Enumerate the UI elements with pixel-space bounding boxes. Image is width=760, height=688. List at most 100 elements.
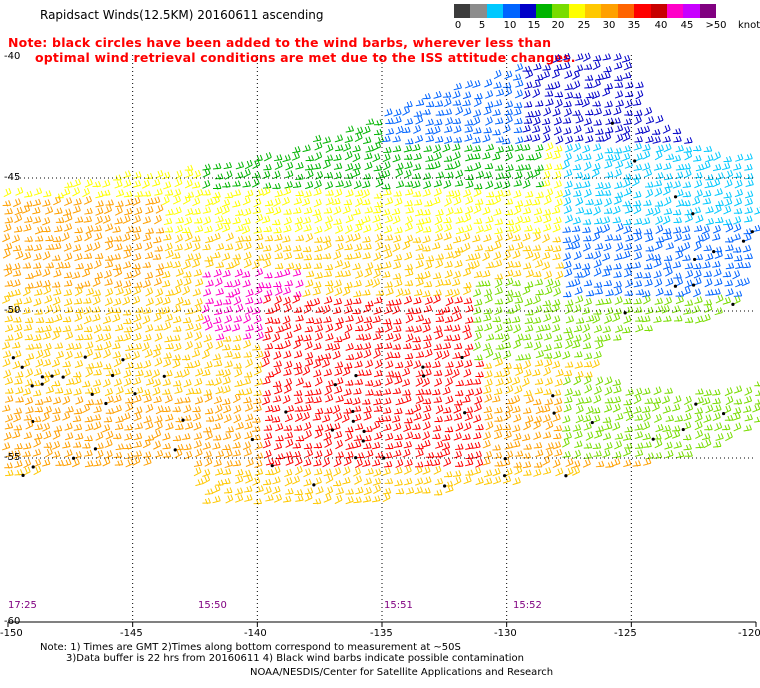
wind-barb	[255, 350, 264, 359]
wind-barb	[634, 153, 643, 162]
wind-barb	[575, 405, 584, 414]
wind-barb	[635, 90, 644, 100]
wind-barb	[472, 136, 481, 144]
wind-barb	[483, 386, 492, 395]
wind-barb	[123, 332, 132, 342]
wind-barb	[522, 179, 531, 189]
wind-barb	[744, 163, 753, 171]
wind-barb	[482, 270, 491, 278]
flagged-retrieval-marker	[610, 121, 614, 125]
wind-barb	[573, 449, 582, 459]
wind-barb	[183, 379, 192, 388]
wind-barb	[523, 407, 532, 414]
wind-barb	[273, 350, 282, 360]
wind-barb	[415, 351, 425, 358]
wind-barb	[494, 358, 504, 367]
wind-barb	[414, 134, 424, 144]
wind-barb	[352, 144, 361, 153]
wind-barb	[634, 232, 643, 242]
wind-barb	[682, 200, 691, 207]
wind-barb	[255, 213, 264, 224]
wind-barb	[324, 263, 334, 271]
wind-barb	[315, 171, 324, 180]
wind-barb	[394, 361, 404, 369]
wind-barb	[32, 198, 42, 207]
wind-barb	[104, 450, 113, 459]
wind-barb	[52, 254, 61, 261]
wind-barb	[593, 250, 602, 260]
wind-barb	[15, 386, 24, 395]
wind-barb	[303, 254, 313, 261]
wind-barb	[185, 323, 194, 331]
wind-barb	[133, 332, 142, 342]
wind-barb	[604, 83, 613, 90]
wind-barb	[444, 197, 452, 207]
wind-barb	[242, 180, 251, 188]
wind-barb	[613, 196, 622, 205]
wind-barb	[595, 460, 605, 468]
wind-barb	[551, 69, 560, 79]
wind-barb	[483, 362, 492, 370]
wind-barb	[33, 243, 43, 252]
wind-barb	[272, 476, 281, 485]
wind-barb	[22, 251, 32, 261]
wind-barb	[314, 324, 324, 333]
wind-barb	[712, 441, 722, 448]
wind-barb	[212, 442, 221, 450]
wind-barb	[413, 110, 423, 117]
wind-barb	[695, 214, 704, 224]
wind-barb	[294, 396, 303, 405]
wind-barb	[622, 326, 631, 334]
wind-barb	[323, 493, 332, 503]
footnote-line-1: Note: 1) Times are GMT 2)Times along bot…	[40, 642, 461, 653]
wind-barb	[582, 226, 591, 233]
wind-barb	[504, 198, 514, 205]
wind-barb	[623, 61, 632, 71]
wind-barb	[532, 168, 541, 178]
wind-barb	[134, 406, 143, 415]
wind-barb	[563, 403, 572, 413]
wind-barb	[95, 200, 104, 208]
wind-barb	[373, 164, 383, 172]
flagged-retrieval-marker	[551, 394, 555, 398]
wind-barb	[264, 199, 274, 207]
wind-barb	[642, 150, 651, 160]
wind-barb	[123, 369, 132, 378]
wind-barb	[202, 180, 211, 189]
wind-barb	[433, 465, 442, 475]
wind-barb	[173, 325, 182, 333]
wind-barb	[163, 358, 172, 368]
wind-barb	[145, 324, 154, 333]
wind-barb	[452, 352, 461, 359]
wind-barb	[483, 307, 493, 315]
wind-barb	[455, 106, 464, 116]
wind-barb	[263, 152, 272, 162]
wind-barb	[744, 253, 753, 260]
wind-barb	[102, 457, 111, 467]
wind-barb	[382, 243, 391, 253]
wind-barb	[653, 386, 662, 395]
wind-barb	[84, 435, 93, 442]
wind-barb	[43, 285, 52, 295]
wind-barb	[5, 334, 14, 341]
wind-barb	[435, 259, 444, 269]
wind-barb	[323, 240, 332, 250]
wind-barb	[312, 162, 322, 170]
wind-barb	[532, 227, 541, 234]
wind-barb	[243, 251, 252, 261]
wind-barb	[335, 395, 344, 403]
wind-barb	[323, 368, 333, 377]
wind-barb	[434, 118, 443, 126]
wind-barb	[532, 316, 542, 324]
wind-barb	[574, 153, 583, 162]
legend-swatch	[519, 4, 536, 18]
wind-barb	[204, 361, 213, 369]
wind-barb	[464, 144, 473, 152]
wind-barb	[152, 253, 162, 261]
wind-barb	[142, 179, 150, 189]
wind-barb	[453, 450, 463, 459]
wind-barb	[164, 394, 173, 404]
wind-barb	[644, 397, 654, 405]
wind-barb	[443, 232, 452, 241]
wind-barb	[493, 251, 502, 261]
